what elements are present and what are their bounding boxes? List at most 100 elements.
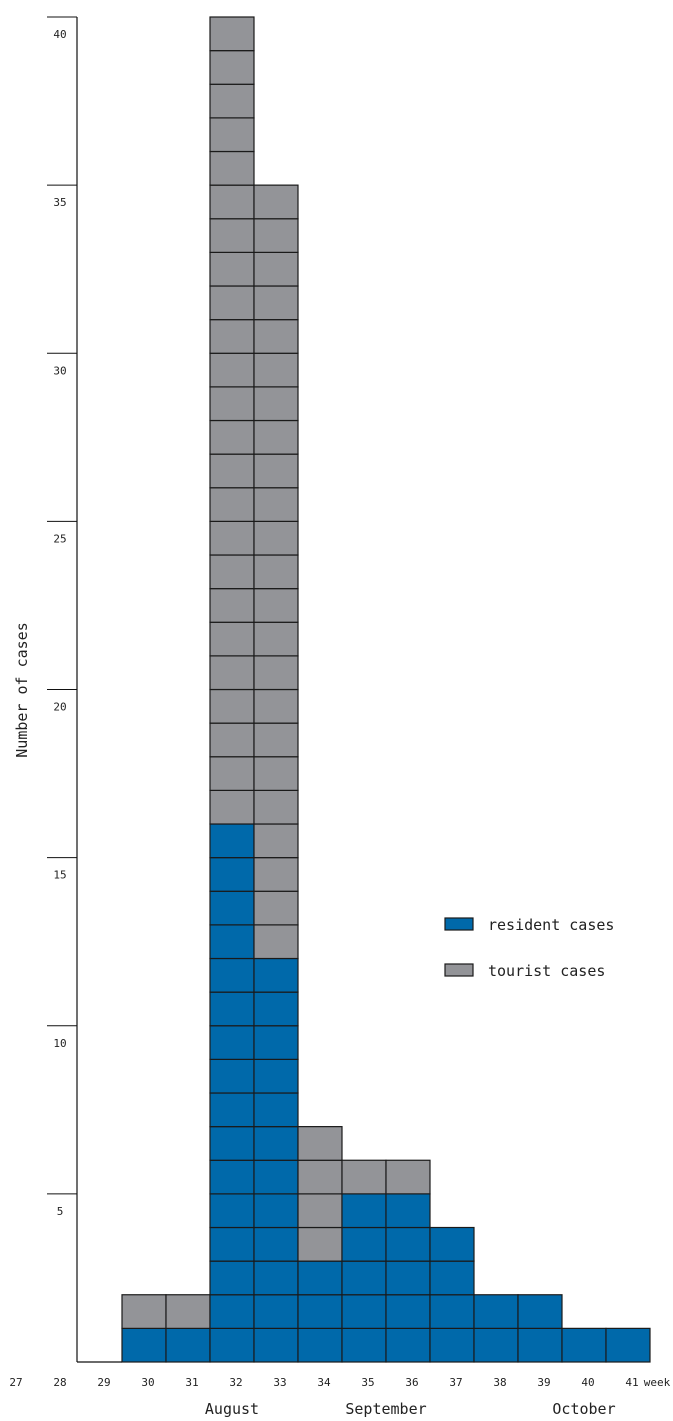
x-axis-title: week (644, 1376, 671, 1389)
bar-cell-tourist-week-33 (253, 722, 299, 758)
x-tick-label-week-39: 39 (537, 1376, 550, 1389)
bar-cell-tourist-week-33 (253, 487, 299, 522)
bar-cell-tourist-week-32 (209, 352, 255, 388)
bar-cell-tourist-week-33 (253, 756, 299, 791)
y-tick-label-40: 40 (53, 28, 66, 41)
bar-cell-tourist-week-36 (385, 1159, 431, 1195)
bar-cell-tourist-week-33 (253, 823, 299, 859)
bar-cell-resident-week-35 (341, 1226, 387, 1262)
x-tick-label-week-33: 33 (273, 1376, 286, 1389)
bar-cell-tourist-week-32 (209, 251, 255, 287)
month-label-august: August (205, 1400, 259, 1418)
bar-cell-tourist-week-33 (253, 352, 299, 388)
bar-cell-tourist-week-32 (209, 722, 255, 758)
x-tick-label-week-31: 31 (185, 1376, 198, 1389)
bar-cell-resident-week-32 (209, 823, 255, 859)
bar-cell-tourist-week-33 (253, 419, 299, 455)
bar-cell-resident-week-34 (297, 1294, 343, 1329)
bar-cell-resident-week-33 (253, 1294, 299, 1329)
bar-cell-tourist-week-32 (209, 756, 255, 791)
bar-cell-resident-week-36 (385, 1327, 431, 1363)
bar-cell-resident-week-36 (385, 1193, 431, 1229)
bar-cell-resident-week-35 (341, 1193, 387, 1229)
bar-cell-tourist-week-32 (209, 655, 255, 691)
y-tick-label-5: 5 (57, 1205, 64, 1218)
x-tick-label-week-35: 35 (361, 1376, 374, 1389)
bar-cell-resident-week-33 (253, 1092, 299, 1128)
bar-cell-tourist-week-32 (209, 16, 255, 52)
bar-cell-tourist-week-32 (209, 150, 255, 186)
bar-cell-resident-week-40 (561, 1327, 607, 1363)
legend: resident cases tourist cases (444, 916, 614, 980)
bar-cell-tourist-week-33 (253, 251, 299, 287)
bar-cell-resident-week-35 (341, 1260, 387, 1296)
bar-cell-resident-week-32 (209, 924, 255, 960)
month-label-september: September (345, 1400, 426, 1418)
bar-cell-resident-week-32 (209, 890, 255, 926)
bar-cell-resident-week-32 (209, 1092, 255, 1128)
bar-cell-resident-week-39 (517, 1294, 563, 1329)
y-tick-label-30: 30 (53, 364, 66, 377)
month-label-october: October (552, 1400, 615, 1418)
bar-cell-resident-week-32 (209, 857, 255, 892)
bar-cell-tourist-week-33 (253, 319, 299, 354)
bar-cell-resident-week-32 (209, 1226, 255, 1262)
bar-cell-tourist-week-33 (253, 554, 299, 590)
bar-cell-tourist-week-32 (209, 218, 255, 253)
bar-cell-tourist-week-33 (253, 520, 299, 556)
bar-cell-tourist-week-34 (297, 1226, 343, 1262)
bar-cell-resident-week-33 (253, 1058, 299, 1094)
bar-cell-tourist-week-33 (253, 588, 299, 623)
x-tick-label-week-32: 32 (229, 1376, 242, 1389)
bar-cell-tourist-week-32 (209, 50, 255, 85)
bar-cell-resident-week-37 (429, 1260, 475, 1296)
y-tick-label-10: 10 (53, 1037, 66, 1050)
bar-cell-resident-week-33 (253, 1260, 299, 1296)
bar-cell-tourist-week-33 (253, 218, 299, 253)
bar-cell-resident-week-33 (253, 1025, 299, 1060)
bar-cells (121, 16, 651, 1363)
bar-cell-tourist-week-32 (209, 83, 255, 119)
bar-cell-resident-week-41 (605, 1327, 651, 1363)
bar-cell-tourist-week-31 (165, 1294, 211, 1329)
x-tick-label-week-34: 34 (317, 1376, 331, 1389)
bar-cell-resident-week-37 (429, 1226, 475, 1262)
x-tick-label-week-40: 40 (581, 1376, 594, 1389)
bar-cell-resident-week-35 (341, 1294, 387, 1329)
y-axis-title: Number of cases (13, 622, 31, 757)
bar-cell-resident-week-33 (253, 957, 299, 993)
bar-cell-tourist-week-33 (253, 386, 299, 422)
bar-cell-tourist-week-33 (253, 789, 299, 825)
bar-cell-tourist-week-32 (209, 789, 255, 825)
bar-cell-resident-week-38 (473, 1294, 519, 1329)
bar-cell-tourist-week-33 (253, 924, 299, 960)
x-tick-label-week-37: 37 (449, 1376, 462, 1389)
bar-cell-resident-week-38 (473, 1327, 519, 1363)
bar-cell-tourist-week-34 (297, 1126, 343, 1161)
bar-cell-resident-week-37 (429, 1327, 475, 1363)
bar-cell-resident-week-34 (297, 1327, 343, 1363)
bar-cell-resident-week-36 (385, 1260, 431, 1296)
x-tick-label-week-36: 36 (405, 1376, 418, 1389)
y-tick-label-25: 25 (53, 532, 66, 545)
bar-cell-resident-week-36 (385, 1226, 431, 1262)
bar-cell-resident-week-37 (429, 1294, 475, 1329)
bar-cell-resident-week-32 (209, 1159, 255, 1195)
bar-cell-tourist-week-32 (209, 386, 255, 422)
bar-cell-resident-week-33 (253, 1193, 299, 1229)
bar-cell-resident-week-32 (209, 1058, 255, 1094)
bar-cell-tourist-week-32 (209, 487, 255, 522)
bar-cell-tourist-week-33 (253, 688, 299, 724)
bar-cell-resident-week-33 (253, 1327, 299, 1363)
bar-cell-tourist-week-33 (253, 184, 299, 220)
bar-cell-resident-week-32 (209, 1327, 255, 1363)
bar-cell-resident-week-32 (209, 991, 255, 1027)
bar-cell-tourist-week-34 (297, 1193, 343, 1229)
x-tick-label-week-29: 29 (97, 1376, 110, 1389)
bar-cell-resident-week-36 (385, 1294, 431, 1329)
bar-cell-resident-week-35 (341, 1327, 387, 1363)
bar-cell-tourist-week-32 (209, 319, 255, 354)
bar-cell-resident-week-32 (209, 1193, 255, 1229)
bar-cell-tourist-week-30 (121, 1294, 167, 1329)
